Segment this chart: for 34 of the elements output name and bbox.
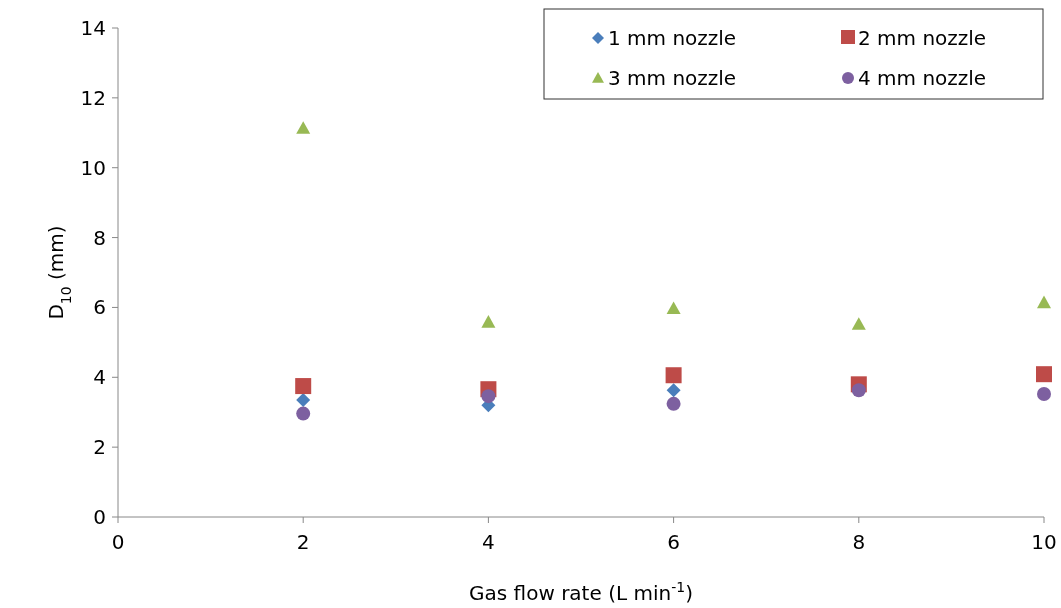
point xyxy=(296,121,311,134)
y-tick-label: 4 xyxy=(93,365,106,390)
point xyxy=(296,392,311,407)
point xyxy=(295,378,312,395)
y-tick-label: 10 xyxy=(80,155,106,180)
point xyxy=(1037,295,1051,309)
x-tick-label: 8 xyxy=(852,530,866,554)
x-tick-label: 4 xyxy=(482,530,495,554)
legend-label: 2 mm nozzle xyxy=(858,26,987,50)
point xyxy=(1037,387,1051,402)
legend-label: 1 mm nozzle xyxy=(608,26,737,50)
point xyxy=(481,315,496,328)
legend-label: 4 mm nozzle xyxy=(858,66,987,90)
y-tick-label: 14 xyxy=(80,16,106,40)
x-tick-label: 0 xyxy=(111,530,125,554)
y-tick-label: 8 xyxy=(93,225,106,250)
y-tick-label: 12 xyxy=(80,85,106,110)
y-tick-label: 6 xyxy=(93,295,106,320)
x-axis-title: Gas flow rate (L min$^{-1}$) xyxy=(469,579,693,605)
x-tick-label: 2 xyxy=(296,530,310,554)
point xyxy=(851,383,866,398)
point xyxy=(665,367,682,384)
x-tick-label: 10 xyxy=(1031,530,1057,554)
point xyxy=(666,301,681,315)
point xyxy=(1036,366,1052,383)
y-tick-label: 2 xyxy=(93,435,106,460)
legend-label: 3 mm nozzle xyxy=(608,66,737,90)
x-tick-label: 6 xyxy=(667,530,680,554)
point xyxy=(481,389,496,404)
point xyxy=(666,396,681,411)
point xyxy=(666,383,681,398)
point xyxy=(851,317,866,330)
point xyxy=(296,406,311,421)
y-tick-label: 0 xyxy=(93,505,106,529)
